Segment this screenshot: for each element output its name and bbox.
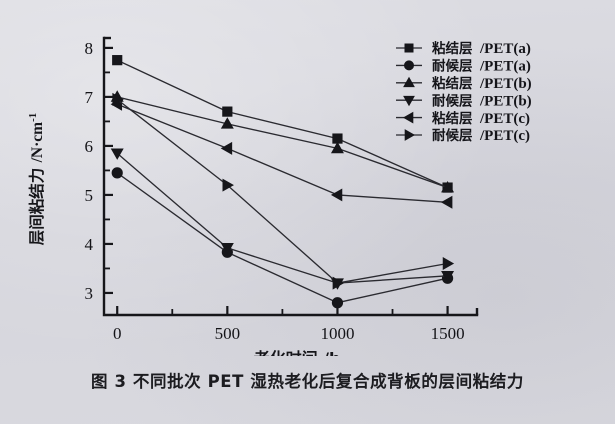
legend-label-cn: 粘结层 <box>432 75 473 92</box>
chart-plot-area: 3 4 5 6 7 8 0 500 1000 1500 老化时间 /h 层间粘结力 /N·cm-1 粘结… <box>27 36 532 356</box>
line-chart: 3 4 5 6 7 8 0 500 1000 1500 老化时间 /h 层间粘结力 /N·cm-1 粘结… <box>27 36 532 356</box>
data-point-triangle-down <box>220 243 234 255</box>
data-point-circle <box>403 60 414 71</box>
y-axis-ticks: 3 4 5 6 7 8 <box>85 39 113 303</box>
x-tick-label: 1500 <box>431 324 465 343</box>
figure-caption: 图 3 不同批次 PET 湿热老化后复合成背板的层间粘结力 <box>91 372 524 391</box>
series-line <box>116 59 449 189</box>
legend-item-2[interactable]: 粘结层/PET(b) <box>396 75 532 92</box>
legend-label-latin: /PET(b) <box>479 93 532 109</box>
series-line <box>116 152 449 284</box>
data-point-triangle-right <box>222 178 234 192</box>
legend-item-0[interactable]: 粘结层/PET(a) <box>396 40 531 57</box>
data-point-circle <box>111 167 123 179</box>
x-tick-label: 0 <box>113 324 122 343</box>
legend-label-cn: 耐候层 <box>432 92 473 109</box>
y-tick-label: 3 <box>85 284 94 303</box>
data-point-triangle-up <box>403 76 415 88</box>
y-axis-title-text: 层间粘结力 /N·cm-1 <box>27 113 46 246</box>
chart-series-group <box>110 55 455 309</box>
data-point-triangle-up <box>220 117 234 129</box>
legend-item-1[interactable]: 耐候层/PET(a) <box>396 58 531 75</box>
legend-item-3[interactable]: 耐候层/PET(b) <box>396 92 532 109</box>
data-point-triangle-up <box>330 141 344 154</box>
data-point-square <box>112 55 123 66</box>
data-point-triangle-right <box>404 129 416 141</box>
legend-item-4[interactable]: 粘结层/PET(c) <box>396 110 530 127</box>
series-line <box>116 98 449 284</box>
y-tick-label: 6 <box>85 137 94 156</box>
data-point-triangle-up <box>441 180 455 193</box>
data-point-square <box>404 43 414 53</box>
data-point-triangle-left <box>220 141 233 155</box>
data-point-triangle-down <box>110 148 124 160</box>
series-line <box>116 103 449 203</box>
legend-label-cn: 粘结层 <box>432 110 473 127</box>
legend-label-latin: /PET(c) <box>479 128 530 144</box>
series-2 <box>110 90 455 193</box>
x-tick-label: 500 <box>215 324 241 343</box>
y-tick-label: 4 <box>85 235 94 254</box>
series-line <box>116 172 449 304</box>
axis-spines <box>102 36 479 317</box>
legend-label-latin: /PET(c) <box>479 111 530 127</box>
y-tick-label: 5 <box>85 186 94 205</box>
series-5 <box>112 92 455 290</box>
x-tick-label: 1000 <box>320 324 354 343</box>
data-point-square <box>222 106 233 117</box>
x-axis-title: 老化时间 /h <box>253 349 341 356</box>
y-tick-label: 7 <box>85 88 94 107</box>
series-3 <box>110 148 455 290</box>
legend-label-latin: /PET(b) <box>479 76 532 92</box>
legend-label-latin: /PET(a) <box>479 59 531 75</box>
data-point-triangle-down <box>403 95 415 107</box>
legend-label-latin: /PET(a) <box>479 41 531 57</box>
legend-label-cn: 耐候层 <box>432 58 473 75</box>
data-point-triangle-right <box>442 257 455 271</box>
data-point-triangle-right <box>112 92 124 106</box>
series-line <box>116 96 449 189</box>
data-point-triangle-left <box>440 195 453 209</box>
legend-label-cn: 耐候层 <box>432 127 473 144</box>
data-point-circle <box>331 297 344 309</box>
data-point-triangle-left <box>402 111 414 124</box>
y-axis-title: 层间粘结力 /N·cm-1 <box>27 113 46 246</box>
data-point-triangle-down <box>441 270 455 283</box>
y-tick-label: 8 <box>85 39 94 58</box>
x-axis-ticks: 0 500 1000 1500 <box>113 306 465 343</box>
data-point-triangle-right <box>332 276 345 290</box>
series-1 <box>111 167 454 309</box>
chart-axes <box>102 36 479 317</box>
data-point-triangle-left <box>330 188 343 202</box>
legend-item-5[interactable]: 耐候层/PET(c) <box>396 127 530 144</box>
legend-label-cn: 粘结层 <box>432 40 473 57</box>
chart-legend: 粘结层/PET(a)耐候层/PET(a)粘结层/PET(b)耐候层/PET(b)… <box>396 40 532 144</box>
